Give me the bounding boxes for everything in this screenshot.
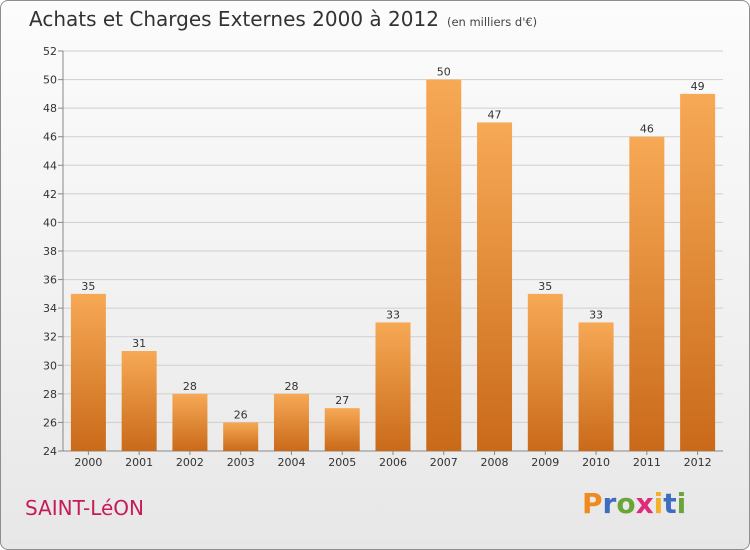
y-tick-label: 50 [43, 74, 57, 87]
data-label: 33 [386, 308, 400, 321]
chart-title-block: Achats et Charges Externes 2000 à 2012 (e… [29, 7, 537, 31]
y-tick-label: 44 [43, 159, 57, 172]
data-label: 46 [640, 123, 654, 136]
bar-2005 [324, 408, 360, 451]
x-tick-label: 2004 [277, 456, 305, 469]
logo-letter: t [663, 487, 677, 520]
x-tick-label: 2012 [684, 456, 712, 469]
x-tick-label: 2001 [125, 456, 153, 469]
y-tick-label: 34 [43, 302, 57, 315]
data-label: 28 [183, 380, 197, 393]
y-tick-label: 48 [43, 102, 57, 115]
bars [70, 79, 716, 452]
y-tick-label: 30 [43, 359, 57, 372]
bar-2008 [477, 122, 513, 451]
x-tick-label: 2009 [531, 456, 559, 469]
data-label: 35 [81, 280, 95, 293]
x-tick-label: 2011 [633, 456, 661, 469]
y-tick-label: 46 [43, 131, 57, 144]
data-label: 27 [335, 394, 349, 407]
y-tick-label: 36 [43, 274, 57, 287]
y-tick-label: 26 [43, 416, 57, 429]
data-label: 33 [589, 308, 603, 321]
x-tick-label: 2005 [328, 456, 356, 469]
bar-2011 [629, 136, 665, 451]
data-label: 49 [691, 80, 705, 93]
logo-letter: o [616, 487, 636, 520]
y-tick-label: 28 [43, 388, 57, 401]
commune-name: SAINT-LéON [25, 496, 145, 520]
logo-letter: P [582, 487, 603, 520]
data-label: 35 [538, 280, 552, 293]
data-label: 31 [132, 337, 146, 350]
bar-2003 [223, 422, 259, 451]
x-tick-label: 2007 [430, 456, 458, 469]
y-tick-label: 32 [43, 331, 57, 344]
bar-2000 [70, 293, 106, 451]
data-label: 26 [234, 408, 248, 421]
chart-unit: (en milliers d'€) [446, 15, 538, 29]
logo-letter: i [653, 487, 664, 520]
x-tick-label: 2010 [582, 456, 610, 469]
logo-letter: x [635, 487, 654, 520]
bar-2002 [172, 393, 208, 451]
data-labels: 35 31 28 26 28 27 33 50 47 35 33 46 49 [81, 66, 704, 422]
data-label: 47 [488, 108, 502, 121]
bar-2004 [273, 393, 309, 451]
bar-2001 [121, 351, 157, 451]
x-tick-label: 2008 [481, 456, 509, 469]
x-tick-label: 2002 [176, 456, 204, 469]
logo-letter: r [602, 487, 617, 520]
bar-2006 [375, 322, 411, 451]
x-tick-label: 2003 [227, 456, 255, 469]
y-tick-label: 40 [43, 216, 57, 229]
x-tick-label: 2000 [74, 456, 102, 469]
bar-2012 [680, 93, 716, 451]
logo-letter: i [676, 487, 687, 520]
bar-2009 [527, 293, 563, 451]
data-label: 28 [284, 380, 298, 393]
chart-title: Achats et Charges Externes 2000 à 2012 [29, 7, 439, 31]
y-tick-label: 52 [43, 45, 57, 58]
bar-2010 [578, 322, 614, 451]
data-label: 50 [437, 66, 451, 79]
y-tick-label: 24 [43, 445, 57, 458]
bar-2007 [426, 79, 462, 452]
y-tick-label: 38 [43, 245, 57, 258]
y-tick-label: 42 [43, 188, 57, 201]
proxiti-logo[interactable]: Proxiti [582, 487, 686, 520]
x-tick-label: 2006 [379, 456, 407, 469]
